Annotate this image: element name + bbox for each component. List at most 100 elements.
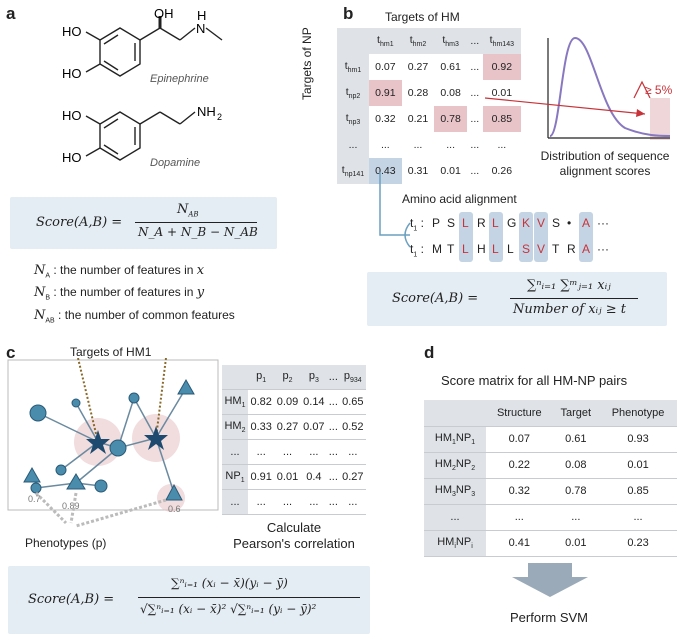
col-header: thm1 [377, 33, 394, 49]
phenotype-formula-den: √∑ⁿᵢ₌₁ (xᵢ − x̄)² √∑ⁿᵢ₌₁ (yᵢ − ȳ)² [140, 602, 317, 616]
mol2-ho1-label: HO [62, 108, 82, 123]
structure-formula-den: N_A + N_B − N_AB [138, 225, 258, 239]
residue: • [567, 216, 572, 230]
mol2-nh2-label: NH [197, 104, 216, 119]
phenotype-formula-num: ∑ⁿᵢ₌₁ (xᵢ − x̄)(yᵢ − ȳ) [171, 576, 288, 590]
table-row: HM3NP3 0.32 0.78 0.85 [424, 478, 677, 505]
residue: S [447, 216, 456, 230]
def-row: NA : the number of features in x [34, 263, 205, 280]
residue: K [522, 216, 531, 230]
mol1-ho2-label: HO [62, 66, 82, 81]
panel-label-a: a [6, 4, 16, 23]
node-value: 0.7 [28, 494, 41, 504]
structure-formula-num-sub: AB [188, 210, 199, 219]
score-distribution-plot: ≥ 5% [547, 36, 673, 140]
residue: P [432, 216, 441, 230]
residue: V [537, 216, 546, 230]
panel-b-ylabel: Targets of NP [300, 27, 314, 100]
perform-svm-label: Perform SVM [510, 610, 589, 625]
residue: S [522, 242, 531, 256]
table-row: thm1 0.07 0.27 0.61... 0.92 [337, 54, 521, 80]
col-header: ... [327, 365, 340, 390]
mol1-name: Epinephrine [150, 73, 209, 85]
col-header: Phenotype [599, 400, 677, 427]
mol1-h-label: H [197, 8, 206, 23]
table-row: tnp3 0.32 0.21 0.78... 0.85 [337, 106, 521, 132]
residue: H [477, 242, 486, 256]
seq2-label: t1 : [410, 242, 424, 259]
residue: A [582, 242, 591, 256]
residue: M [432, 242, 442, 256]
target-formula-den: Number of xᵢⱼ ≥ t [513, 302, 626, 317]
panel-label-b: b [343, 4, 354, 23]
sequence-alignment: t1 : t1 : P S L R L G K V S • A ··· M T L H L L S V T R A ··· [410, 212, 685, 266]
feature-definitions: NA : the number of features in x NB : th… [34, 262, 235, 329]
threshold-region [650, 98, 670, 140]
phenotype-formula-lhs: Score(A,B) = [28, 592, 115, 607]
structure-formula-lhs: Score(A,B) = [36, 215, 123, 230]
distribution-curve [549, 36, 671, 137]
alignment-connector [379, 172, 411, 248]
residue: G [507, 216, 517, 230]
col-header: p3 [300, 365, 328, 390]
table-row: HM2NP2 0.22 0.08 0.01 [424, 452, 677, 479]
alignment-highlight [459, 212, 473, 262]
col-header: thm2 [409, 33, 427, 49]
residue: L [492, 216, 499, 230]
residue: ··· [597, 242, 609, 256]
target-formula-lhs: Score(A,B) = [392, 291, 479, 306]
phenotype-network: 0.7 0.89 0.6 [7, 358, 219, 528]
table-row: .................. [222, 439, 366, 465]
mol2-ho2-label: HO [62, 150, 82, 165]
node-value: 0.6 [168, 504, 181, 514]
residue: L [507, 242, 514, 256]
phenotypes-label: Phenotypes (p) [25, 536, 107, 550]
panel-label-c: c [6, 343, 16, 362]
mol1-ho1-label: HO [62, 24, 82, 39]
residue: A [582, 216, 591, 230]
col-header: Structure [486, 400, 553, 427]
table-row: NP1 0.91 0.01 0.4... 0.27 [222, 464, 366, 490]
structure-formula-num: N [177, 202, 189, 217]
col-header: p2 [274, 365, 301, 390]
table-row: HM2 0.33 0.27 0.07... 0.52 [222, 414, 366, 440]
alignment-title: Amino acid alignment [402, 192, 517, 206]
target-formula-num: ∑ⁿᵢ₌₁ ∑ᵐⱼ₌₁ xᵢⱼ [527, 278, 611, 293]
alignment-highlight [519, 212, 533, 262]
target-formula-box: Score(A,B) = ∑ⁿᵢ₌₁ ∑ᵐⱼ₌₁ xᵢⱼ Number of x… [367, 272, 667, 326]
col-header: Target [552, 400, 600, 427]
residue: T [552, 242, 560, 256]
panel-d-title: Score matrix for all HM-NP pairs [441, 373, 628, 388]
down-arrow-icon [512, 563, 588, 597]
structure-formula-box: Score(A,B) = NAB N_A + N_B − N_AB [10, 197, 277, 249]
star-node-2 [144, 426, 168, 450]
def-row: NB : the number of features in y [34, 285, 205, 302]
residue: T [447, 242, 455, 256]
residue: L [462, 216, 469, 230]
alignment-highlight [489, 212, 503, 262]
mol2-name: Dopamine [150, 157, 200, 169]
residue: ··· [597, 216, 609, 230]
residue: V [537, 242, 546, 256]
phenotype-formula-box: Score(A,B) = ∑ⁿᵢ₌₁ (xᵢ − x̄)(yᵢ − ȳ) √∑ⁿ… [8, 566, 370, 634]
alignment-highlight [534, 212, 548, 262]
col-header: ... [470, 35, 480, 47]
residue: R [567, 242, 576, 256]
star-node-1 [86, 430, 110, 454]
table-row: HMiNPi 0.41 0.01 0.23 [424, 530, 677, 557]
col-header: p1 [248, 365, 275, 390]
col-header: p934 [339, 365, 366, 390]
residue: R [477, 216, 486, 230]
score-matrix: Structure Target Phenotype HM1NP1 0.07 0.6… [424, 400, 677, 557]
residue: L [462, 242, 469, 256]
phenotype-matrix: p1 p2 p3 ... p934 HM1 0.82 0.09 0.14... 0.65… [222, 365, 366, 515]
table-row: HM1NP1 0.07 0.61 0.93 [424, 426, 677, 453]
pearson-caption: Calculate Pearson's correlation [233, 520, 355, 551]
residue: L [492, 242, 499, 256]
mol1-oh-label: OH [154, 6, 174, 21]
threshold-arrow [485, 97, 646, 117]
molecule-structures: OH H N HO HO Epinephrine NH 2 HO HO Dopa… [62, 6, 223, 169]
target-matrix: thm1 thm2 thm3 ... thm143 thm1 0.07 0.27 0… [337, 28, 521, 184]
panel-label-d: d [424, 343, 435, 362]
table-row: ... ............... [337, 132, 521, 158]
